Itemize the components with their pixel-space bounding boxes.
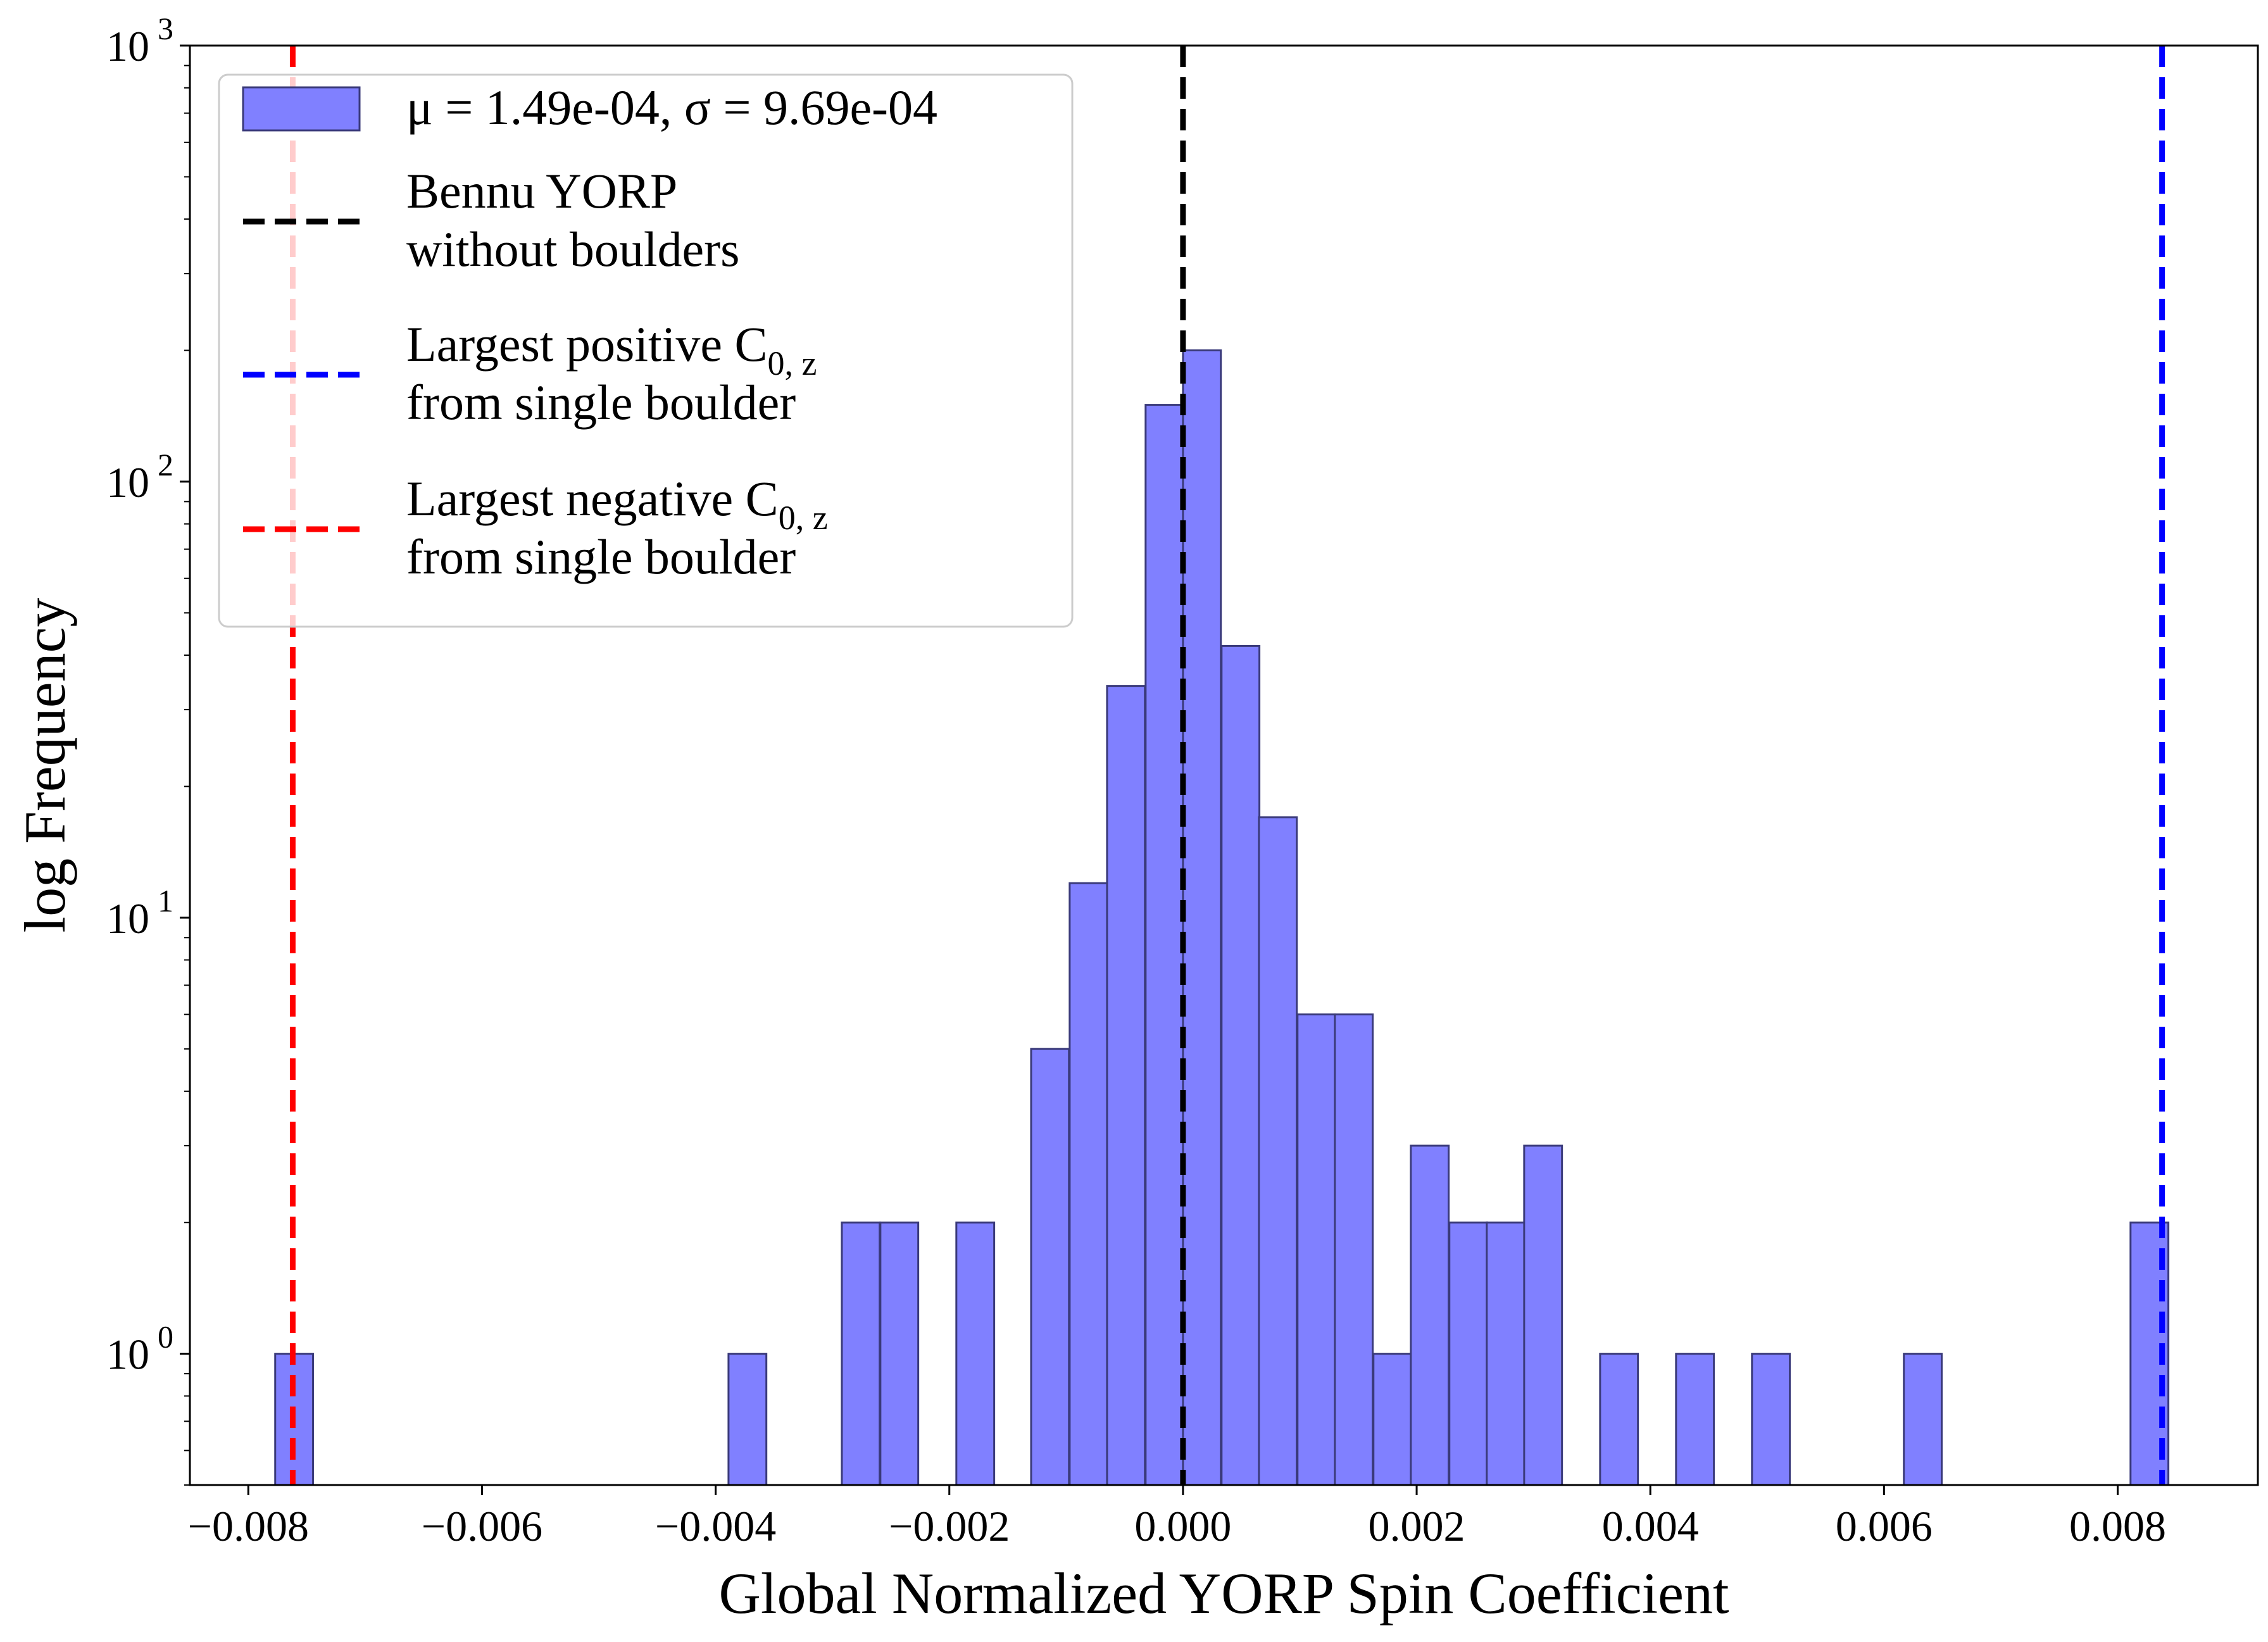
histogram-bar	[1334, 1013, 1374, 1486]
legend-box	[218, 73, 1074, 628]
y-axis-label: log Frequency	[13, 598, 77, 933]
legend-label: from single boulder	[406, 375, 796, 430]
legend: μ = 1.49e-04, σ = 9.69e-04 Bennu YORPwith…	[218, 73, 1074, 628]
histogram-bar	[1410, 1144, 1450, 1486]
y-tick-label: 10	[106, 22, 149, 70]
y-tick-exponent: 3	[158, 11, 173, 46]
histogram-bars	[274, 349, 2170, 1486]
histogram-bar	[727, 1353, 768, 1486]
x-tick-label: −0.008	[188, 1502, 309, 1550]
x-tick-label: 0.002	[1369, 1502, 1465, 1550]
legend-label: without boulders	[406, 222, 739, 277]
x-axis-ticks: −0.008 −0.006 −0.004 −0.002 0.000 0.002 0.004 0…	[188, 1485, 2166, 1550]
legend-label: Bennu YORP	[406, 163, 677, 218]
y-tick-label: 10	[106, 458, 149, 506]
x-tick-label: −0.002	[889, 1502, 1010, 1550]
legend-subscript: 0, z	[768, 344, 817, 382]
histogram-bar	[1030, 1048, 1070, 1486]
histogram-bar	[841, 1221, 881, 1486]
histogram-bar	[1296, 1013, 1337, 1486]
x-axis-label: Global Normalized YORP Spin Coefficient	[718, 1561, 1729, 1626]
histogram-bar	[1068, 882, 1109, 1486]
histogram-bar	[1258, 816, 1298, 1486]
histogram-bar	[1220, 644, 1261, 1486]
y-tick-label: 10	[106, 894, 149, 943]
histogram-bar	[1372, 1353, 1413, 1486]
histogram-bar	[1751, 1353, 1791, 1486]
y-tick-exponent: 2	[158, 447, 173, 482]
legend-label: Largest negative C0, z	[406, 471, 828, 537]
y-tick-exponent: 1	[158, 883, 173, 918]
legend-label: μ = 1.49e-04, σ = 9.69e-04	[406, 80, 937, 135]
x-tick-label: −0.006	[422, 1502, 542, 1550]
legend-label: Largest positive C0, z	[406, 316, 817, 382]
histogram-bar	[1182, 349, 1222, 1486]
histogram-bar	[1599, 1353, 1639, 1486]
x-tick-label: 0.006	[1836, 1502, 1933, 1550]
histogram-bar	[955, 1221, 996, 1486]
x-tick-label: 0.008	[2069, 1502, 2166, 1550]
legend-swatch	[242, 86, 361, 132]
histogram-bar	[879, 1221, 920, 1486]
plot-frame	[189, 44, 2259, 1486]
x-tick-label: 0.000	[1134, 1502, 1231, 1550]
histogram-bar	[1144, 404, 1185, 1486]
x-tick-label: −0.004	[655, 1502, 776, 1550]
legend-label: from single boulder	[406, 529, 796, 584]
x-tick-label: 0.004	[1602, 1502, 1699, 1550]
y-tick-label: 10	[106, 1331, 149, 1379]
histogram-bar	[1903, 1353, 1943, 1486]
histogram-bar	[1486, 1221, 1526, 1486]
y-tick-exponent: 0	[158, 1319, 173, 1355]
histogram-bar	[1523, 1144, 1563, 1486]
histogram-bar	[1106, 685, 1146, 1486]
legend-subscript: 0, z	[779, 499, 828, 537]
histogram-bar	[1675, 1353, 1715, 1486]
histogram-bar	[1448, 1221, 1489, 1486]
